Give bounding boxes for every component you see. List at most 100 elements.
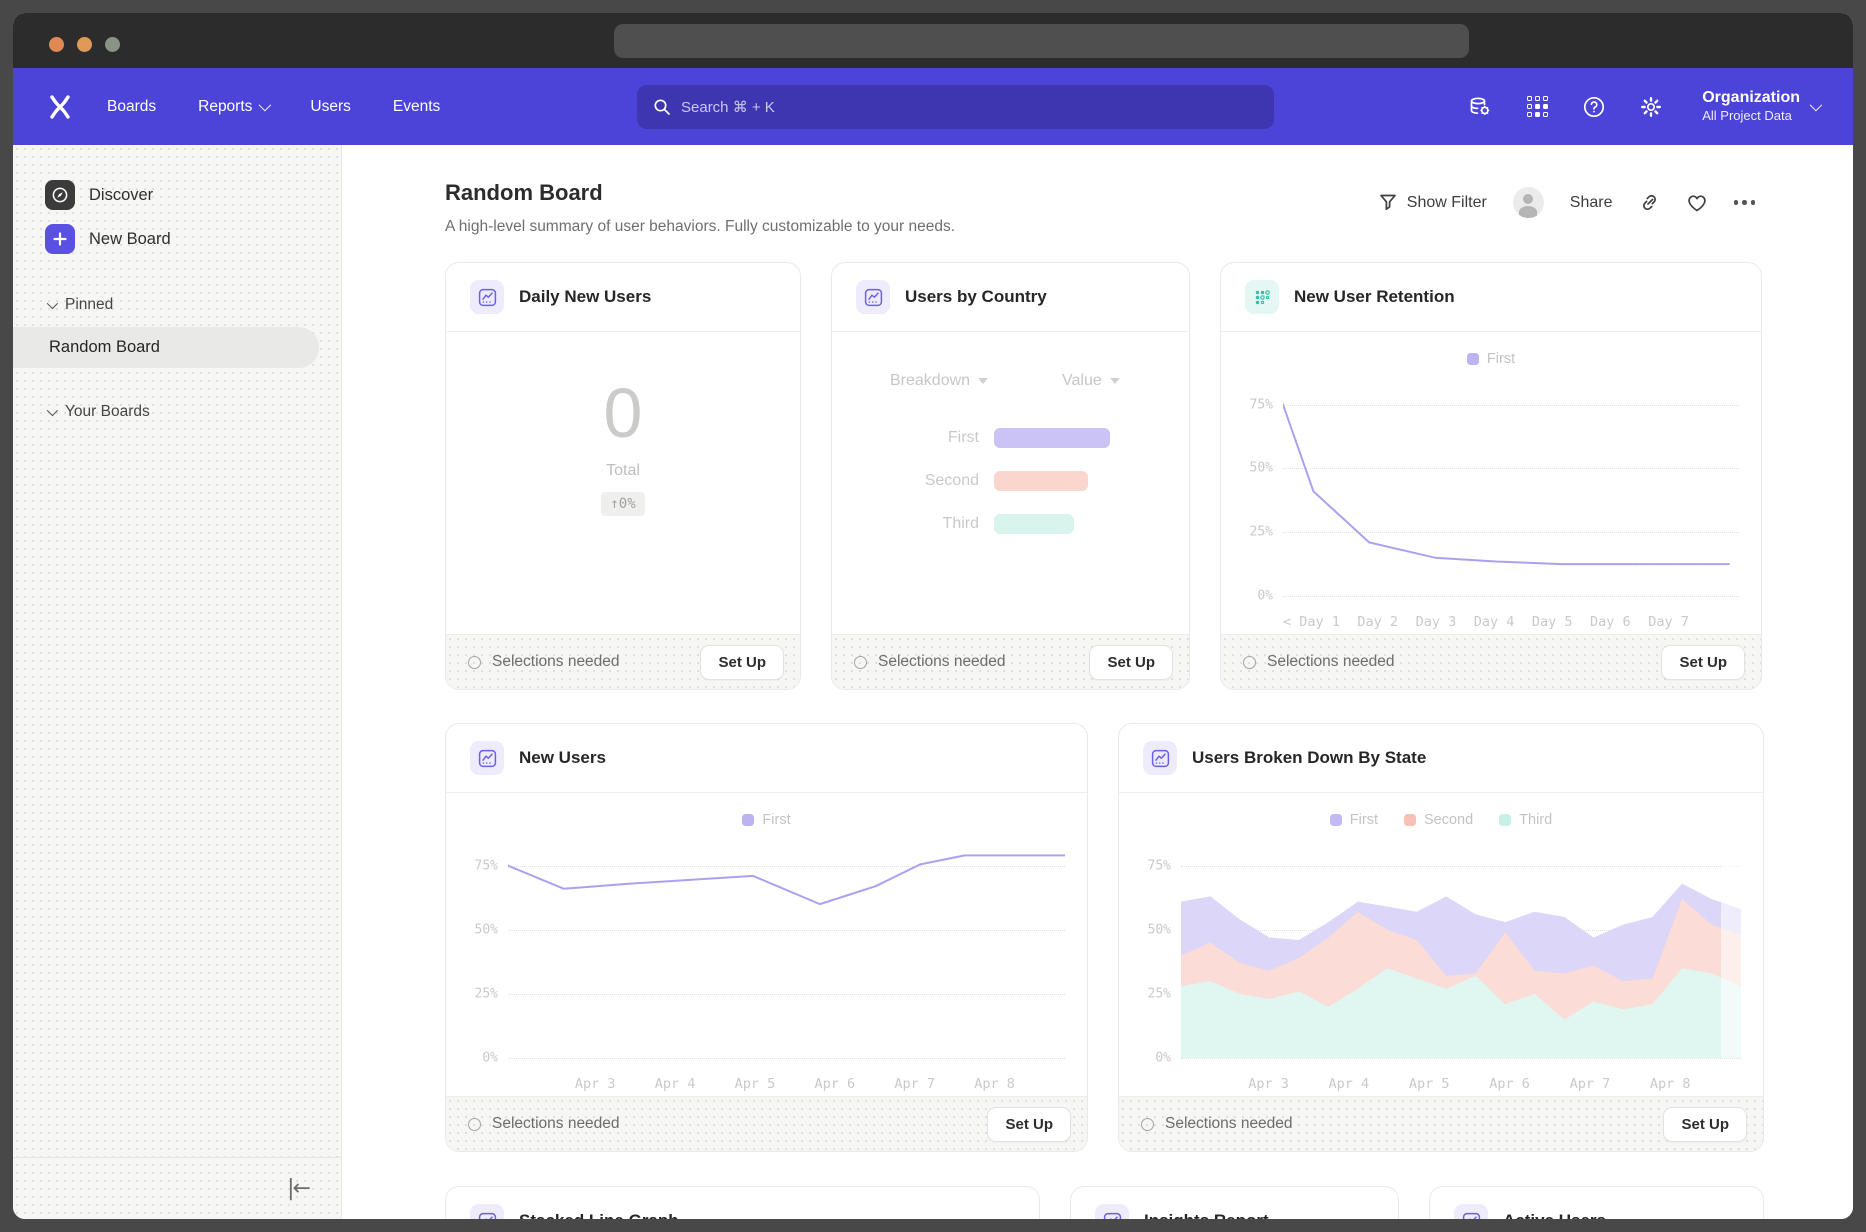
legend-swatch [1403,814,1416,826]
line-chart-icon [1454,1204,1488,1219]
projection-fade [1721,840,1741,1058]
x-tick-label: Day 5 [1531,614,1573,630]
collapse-sidebar-icon[interactable]: |← [287,1176,311,1201]
line-chart-icon [470,280,504,314]
nav-item-events[interactable]: Events [393,98,440,116]
x-tick-label: Apr 7 [894,1076,935,1092]
nav-item-users[interactable]: Users [310,98,350,116]
legend-label: First [762,812,791,828]
x-tick-label: Apr 4 [1328,1076,1370,1092]
legend-item: First [1329,812,1378,828]
card-header: Users by Country [832,263,1189,332]
country-bars-chart: First Second Third [832,428,1189,534]
set-up-button[interactable]: Set Up [1661,644,1745,680]
retention-grid-icon [1245,280,1279,314]
data-management-icon[interactable] [1468,95,1492,119]
metric: 0 Total ↑0% [446,378,800,516]
line-chart-icon [470,741,504,775]
more-options-icon[interactable] [1733,200,1755,205]
sidebar-section-label: Pinned [65,296,114,313]
bar-label: Third [942,515,979,532]
retention-chart: First 75% 50% 25% 0% < Day 1 Day 2 Day 3 Day 4… [1221,332,1761,634]
chart-legend: First [1221,349,1761,369]
line-chart-icon [470,1204,504,1219]
metric-label: Total [606,462,640,479]
cards-row-3: Stacked Line Graph [445,1186,1853,1219]
nav-item-boards[interactable]: Boards [107,98,156,116]
plot-area [1283,379,1739,597]
x-tick-label: Day 7 [1648,614,1689,630]
org-name: Organization [1702,89,1800,107]
legend-item: Second [1403,812,1473,828]
y-tick-label: 50% [1147,922,1171,938]
avatar[interactable] [1512,187,1544,218]
card-title: New User Retention [1294,287,1455,306]
card-body: 0 Total ↑0% [446,332,800,634]
x-tick-label: Apr 3 [574,1076,616,1092]
chevron-down-icon [46,404,59,417]
help-icon[interactable] [1582,95,1606,119]
x-tick-label: < Day 1 [1283,614,1340,630]
card-body: First 75% 50% 25% 0% Apr 3 Apr 4 Apr 5 Apr 6 Ap… [446,793,1087,1096]
compass-icon [45,180,75,210]
status-circle-icon [1243,655,1256,669]
gridline [1283,404,1739,406]
set-up-button[interactable]: Set Up [987,1106,1071,1142]
card-title: Users by Country [905,287,1047,306]
org-switcher[interactable]: Organization All Project Data [1702,88,1823,124]
nav-menu: Boards Reports Users Events [107,98,440,116]
x-tick-label: Day 6 [1590,614,1631,630]
card-footer: Selections needed Set Up [1119,1096,1763,1151]
y-tick-label: 0% [482,1050,498,1066]
sidebar-item-discover[interactable]: Discover [13,173,341,217]
x-tick-label: Apr 6 [1489,1076,1530,1092]
breakdown-column-dropdown[interactable]: Breakdown [890,372,989,390]
card-title: Users Broken Down By State [1192,748,1427,767]
value-column-dropdown[interactable]: Value [1062,372,1120,390]
x-tick-label: Apr 7 [1569,1076,1611,1092]
triangle-down-icon [978,378,989,384]
chevron-down-icon [46,297,59,310]
legend-swatch [1466,353,1479,365]
nav-item-reports[interactable]: Reports [198,97,272,116]
line-chart-icon [1143,741,1177,775]
nav-item-label: Reports [198,97,253,115]
show-filter-button[interactable]: Show Filter [1379,194,1487,212]
search-input[interactable]: Search ⌘ + K [637,85,1274,129]
settings-gear-icon[interactable] [1639,95,1663,119]
search-icon [654,99,670,115]
bar-label: Second [924,472,979,489]
y-tick-label: 50% [474,922,498,938]
sidebar-section-pinned[interactable]: Pinned [13,287,341,323]
minimize-window-button[interactable] [77,37,92,52]
share-button[interactable]: Share [1569,193,1613,211]
x-tick-label: Day 4 [1473,614,1515,630]
copy-link-icon[interactable] [1639,192,1660,213]
card-header: Active Users [1430,1187,1763,1219]
nav-item-label: Boards [107,97,157,115]
set-up-button[interactable]: Set Up [1089,644,1173,680]
status-text: Selections needed [492,1115,620,1132]
status-text: Selections needed [1165,1115,1293,1132]
sidebar-section-your-boards[interactable]: Your Boards [13,394,341,430]
status-circle-icon [468,1117,481,1131]
nav-actions: Organization All Project Data [1468,88,1823,124]
card-title: Insights Report [1144,1211,1269,1219]
sidebar-item-new-board[interactable]: New Board [13,217,341,261]
set-up-button[interactable]: Set Up [1663,1106,1747,1142]
set-up-button[interactable]: Set Up [700,644,784,680]
nav-item-label: Users [310,97,351,115]
address-bar[interactable] [614,24,1469,58]
favorite-heart-icon[interactable] [1686,193,1708,213]
new-users-chart: First 75% 50% 25% 0% Apr 3 Apr 4 Apr 5 Apr 6 Ap… [446,793,1087,1096]
card-header: New User Retention [1221,263,1761,332]
zoom-window-button[interactable] [105,37,120,52]
apps-grid-icon[interactable] [1525,95,1549,119]
close-window-button[interactable] [49,37,64,52]
mixpanel-logo-icon[interactable] [47,94,73,120]
plus-icon [45,224,75,254]
y-tick-label: 75% [1147,858,1171,874]
sidebar-item-random-board[interactable]: Random Board [13,327,319,368]
